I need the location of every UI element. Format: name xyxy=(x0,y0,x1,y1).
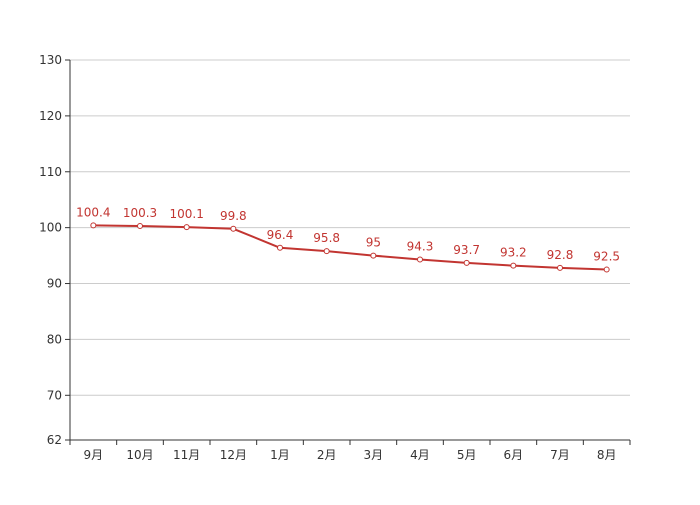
data-point[interactable] xyxy=(323,248,330,255)
data-label: 96.4 xyxy=(267,228,294,242)
y-axis-ticks: 62 70 80 90 100 110 120 130 xyxy=(39,53,70,447)
series xyxy=(90,222,610,273)
data-labels: 100.4 100.3 100.1 99.8 96.4 95.8 95 94.3 93.7 93.… xyxy=(76,205,620,263)
data-point[interactable] xyxy=(183,224,190,231)
x-tick-label: 11月 xyxy=(173,448,200,462)
data-point[interactable] xyxy=(370,252,377,259)
series-line xyxy=(93,224,607,271)
y-tick-label: 120 xyxy=(39,109,62,123)
gridlines xyxy=(70,59,630,396)
x-tick-label: 8月 xyxy=(597,448,617,462)
x-tick-label: 12月 xyxy=(220,448,247,462)
data-label: 95 xyxy=(366,236,381,250)
data-label: 99.8 xyxy=(220,209,247,223)
y-tick-label: 90 xyxy=(47,277,62,291)
data-label: 100.1 xyxy=(169,207,203,221)
data-point[interactable] xyxy=(417,256,423,263)
x-tick-label: 4月 xyxy=(410,448,430,462)
y-tick-label: 100 xyxy=(39,221,62,235)
data-point[interactable] xyxy=(603,266,610,273)
data-point[interactable] xyxy=(277,244,283,251)
data-label: 92.8 xyxy=(547,248,574,262)
x-tick-label: 5月 xyxy=(457,448,477,462)
data-label: 100.4 xyxy=(76,205,110,219)
x-axis-ticks: 9月 10月 11月 12月 1月 2月 3月 4月 5月 6月 7月 8月 xyxy=(69,440,631,462)
y-tick-label: 110 xyxy=(39,165,62,179)
data-label: 92.5 xyxy=(593,250,620,264)
x-tick-label: 3月 xyxy=(364,448,384,462)
x-tick-label: 9月 xyxy=(84,448,104,462)
data-point[interactable] xyxy=(137,222,143,229)
data-point[interactable] xyxy=(90,222,97,229)
y-tick-label: 80 xyxy=(47,332,62,346)
data-label: 95.8 xyxy=(313,231,340,245)
data-point[interactable] xyxy=(557,264,563,271)
data-label: 93.7 xyxy=(453,243,480,257)
data-point[interactable] xyxy=(230,225,237,232)
x-tick-label: 7月 xyxy=(550,448,570,462)
y-tick-label: 70 xyxy=(47,388,62,402)
data-label: 94.3 xyxy=(407,240,434,254)
x-tick-label: 10月 xyxy=(126,448,153,462)
data-point[interactable] xyxy=(463,259,470,266)
data-label: 93.2 xyxy=(500,246,527,260)
x-tick-label: 6月 xyxy=(504,448,524,462)
x-tick-label: 1月 xyxy=(270,448,290,462)
x-tick-label: 2月 xyxy=(317,448,337,462)
data-point[interactable] xyxy=(510,262,517,269)
y-tick-label: 62 xyxy=(47,433,62,447)
y-tick-label: 130 xyxy=(39,53,62,67)
data-label: 100.3 xyxy=(123,206,157,220)
